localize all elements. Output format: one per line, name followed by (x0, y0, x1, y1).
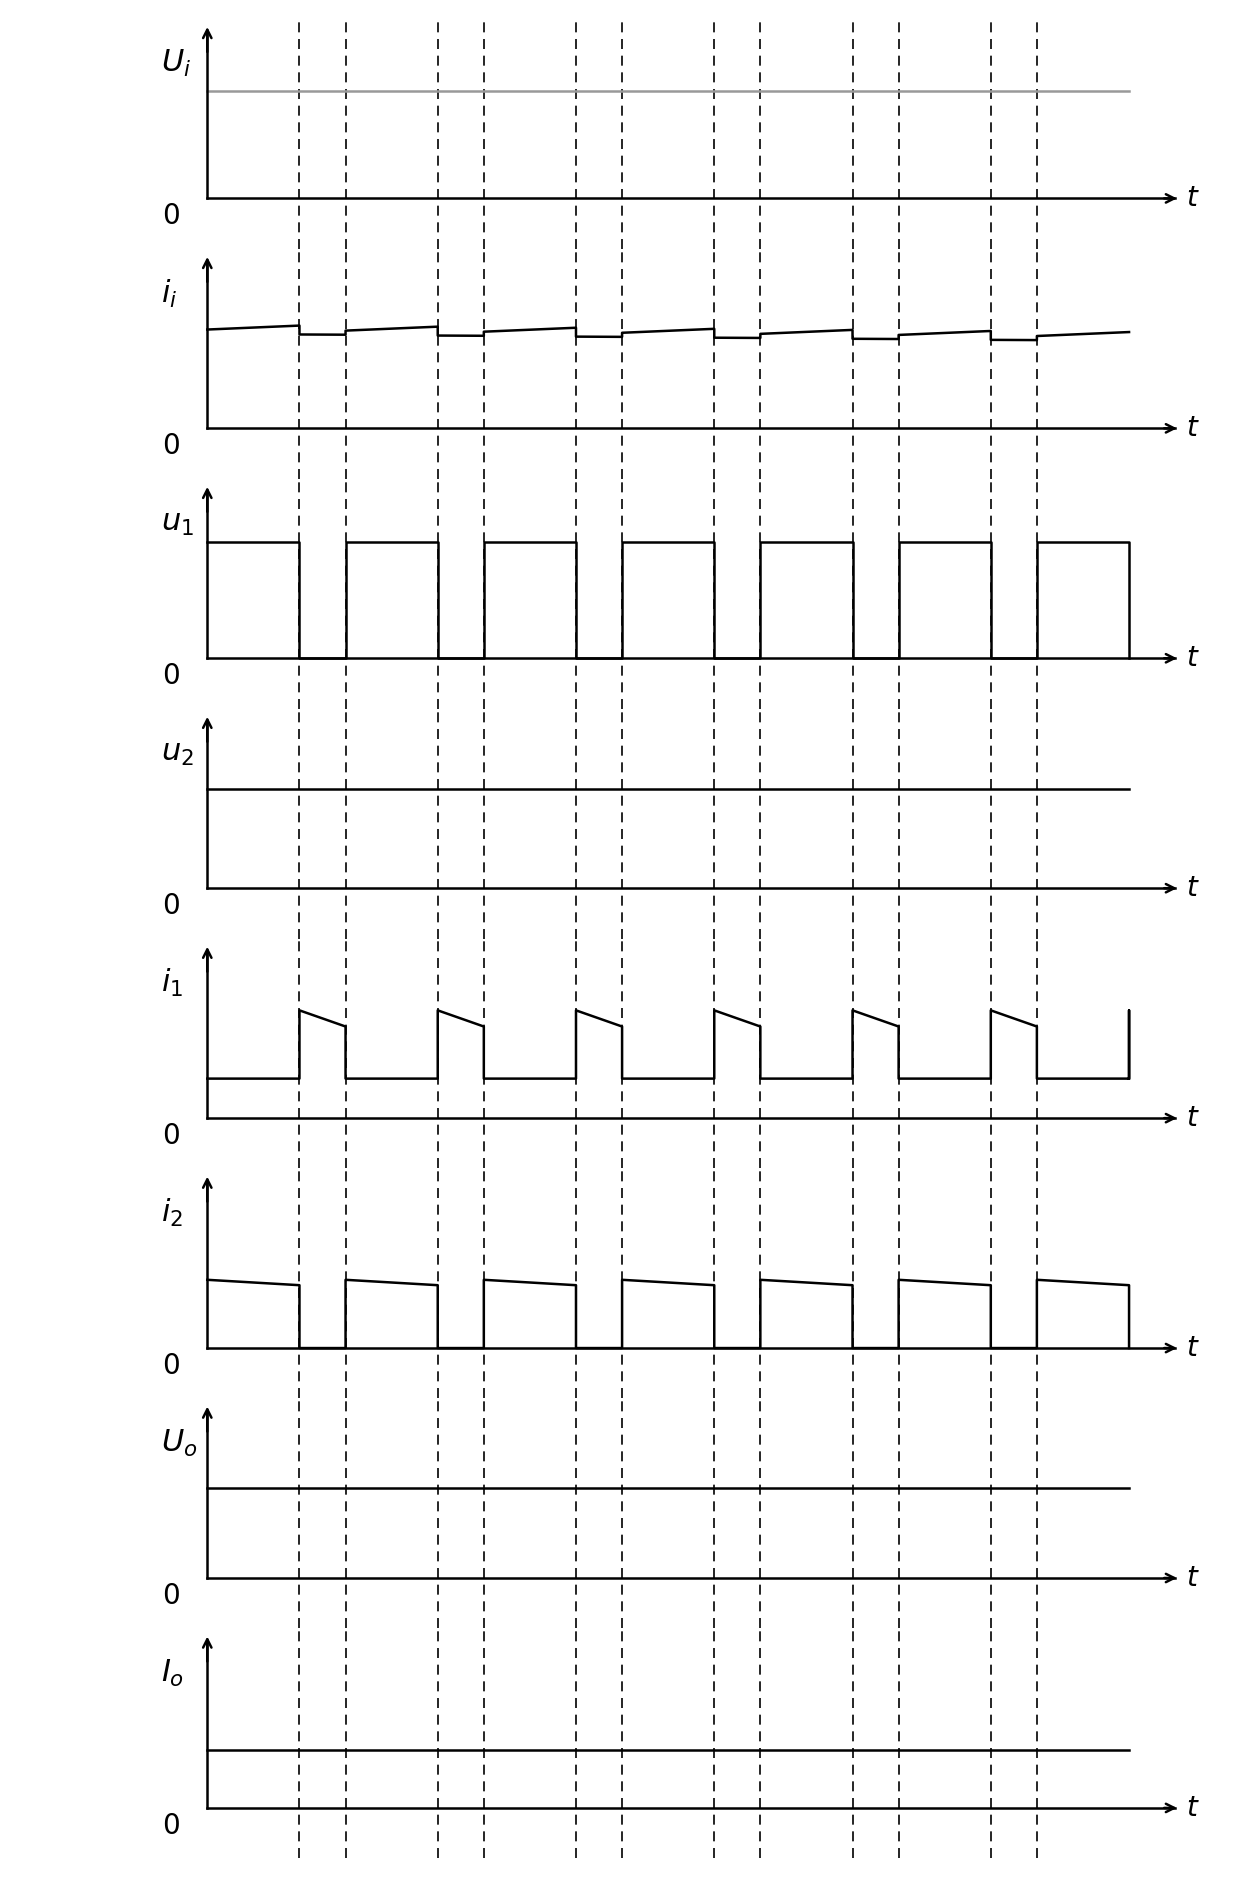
Text: $0$: $0$ (161, 1122, 180, 1151)
Text: $t$: $t$ (1187, 184, 1200, 212)
Text: $U_i$: $U_i$ (161, 49, 191, 79)
Text: $t$: $t$ (1187, 644, 1200, 672)
Text: $0$: $0$ (161, 432, 180, 460)
Text: $i_1$: $i_1$ (161, 967, 184, 999)
Text: $u_1$: $u_1$ (161, 509, 195, 539)
Text: $t$: $t$ (1187, 875, 1200, 903)
Text: $U_o$: $U_o$ (161, 1428, 197, 1458)
Text: $i_2$: $i_2$ (161, 1198, 184, 1229)
Text: $0$: $0$ (161, 1351, 180, 1380)
Text: $0$: $0$ (161, 663, 180, 691)
Text: $i_i$: $i_i$ (161, 278, 177, 310)
Text: $t$: $t$ (1187, 1104, 1200, 1132)
Text: $t$: $t$ (1187, 1564, 1200, 1592)
Text: $t$: $t$ (1187, 415, 1200, 443)
Text: $0$: $0$ (161, 203, 180, 231)
Text: $0$: $0$ (161, 1582, 180, 1610)
Text: $t$: $t$ (1187, 1335, 1200, 1363)
Text: $0$: $0$ (161, 1811, 180, 1839)
Text: $u_2$: $u_2$ (161, 740, 193, 768)
Text: $t$: $t$ (1187, 1794, 1200, 1823)
Text: $0$: $0$ (161, 892, 180, 920)
Text: $I_o$: $I_o$ (161, 1657, 185, 1689)
